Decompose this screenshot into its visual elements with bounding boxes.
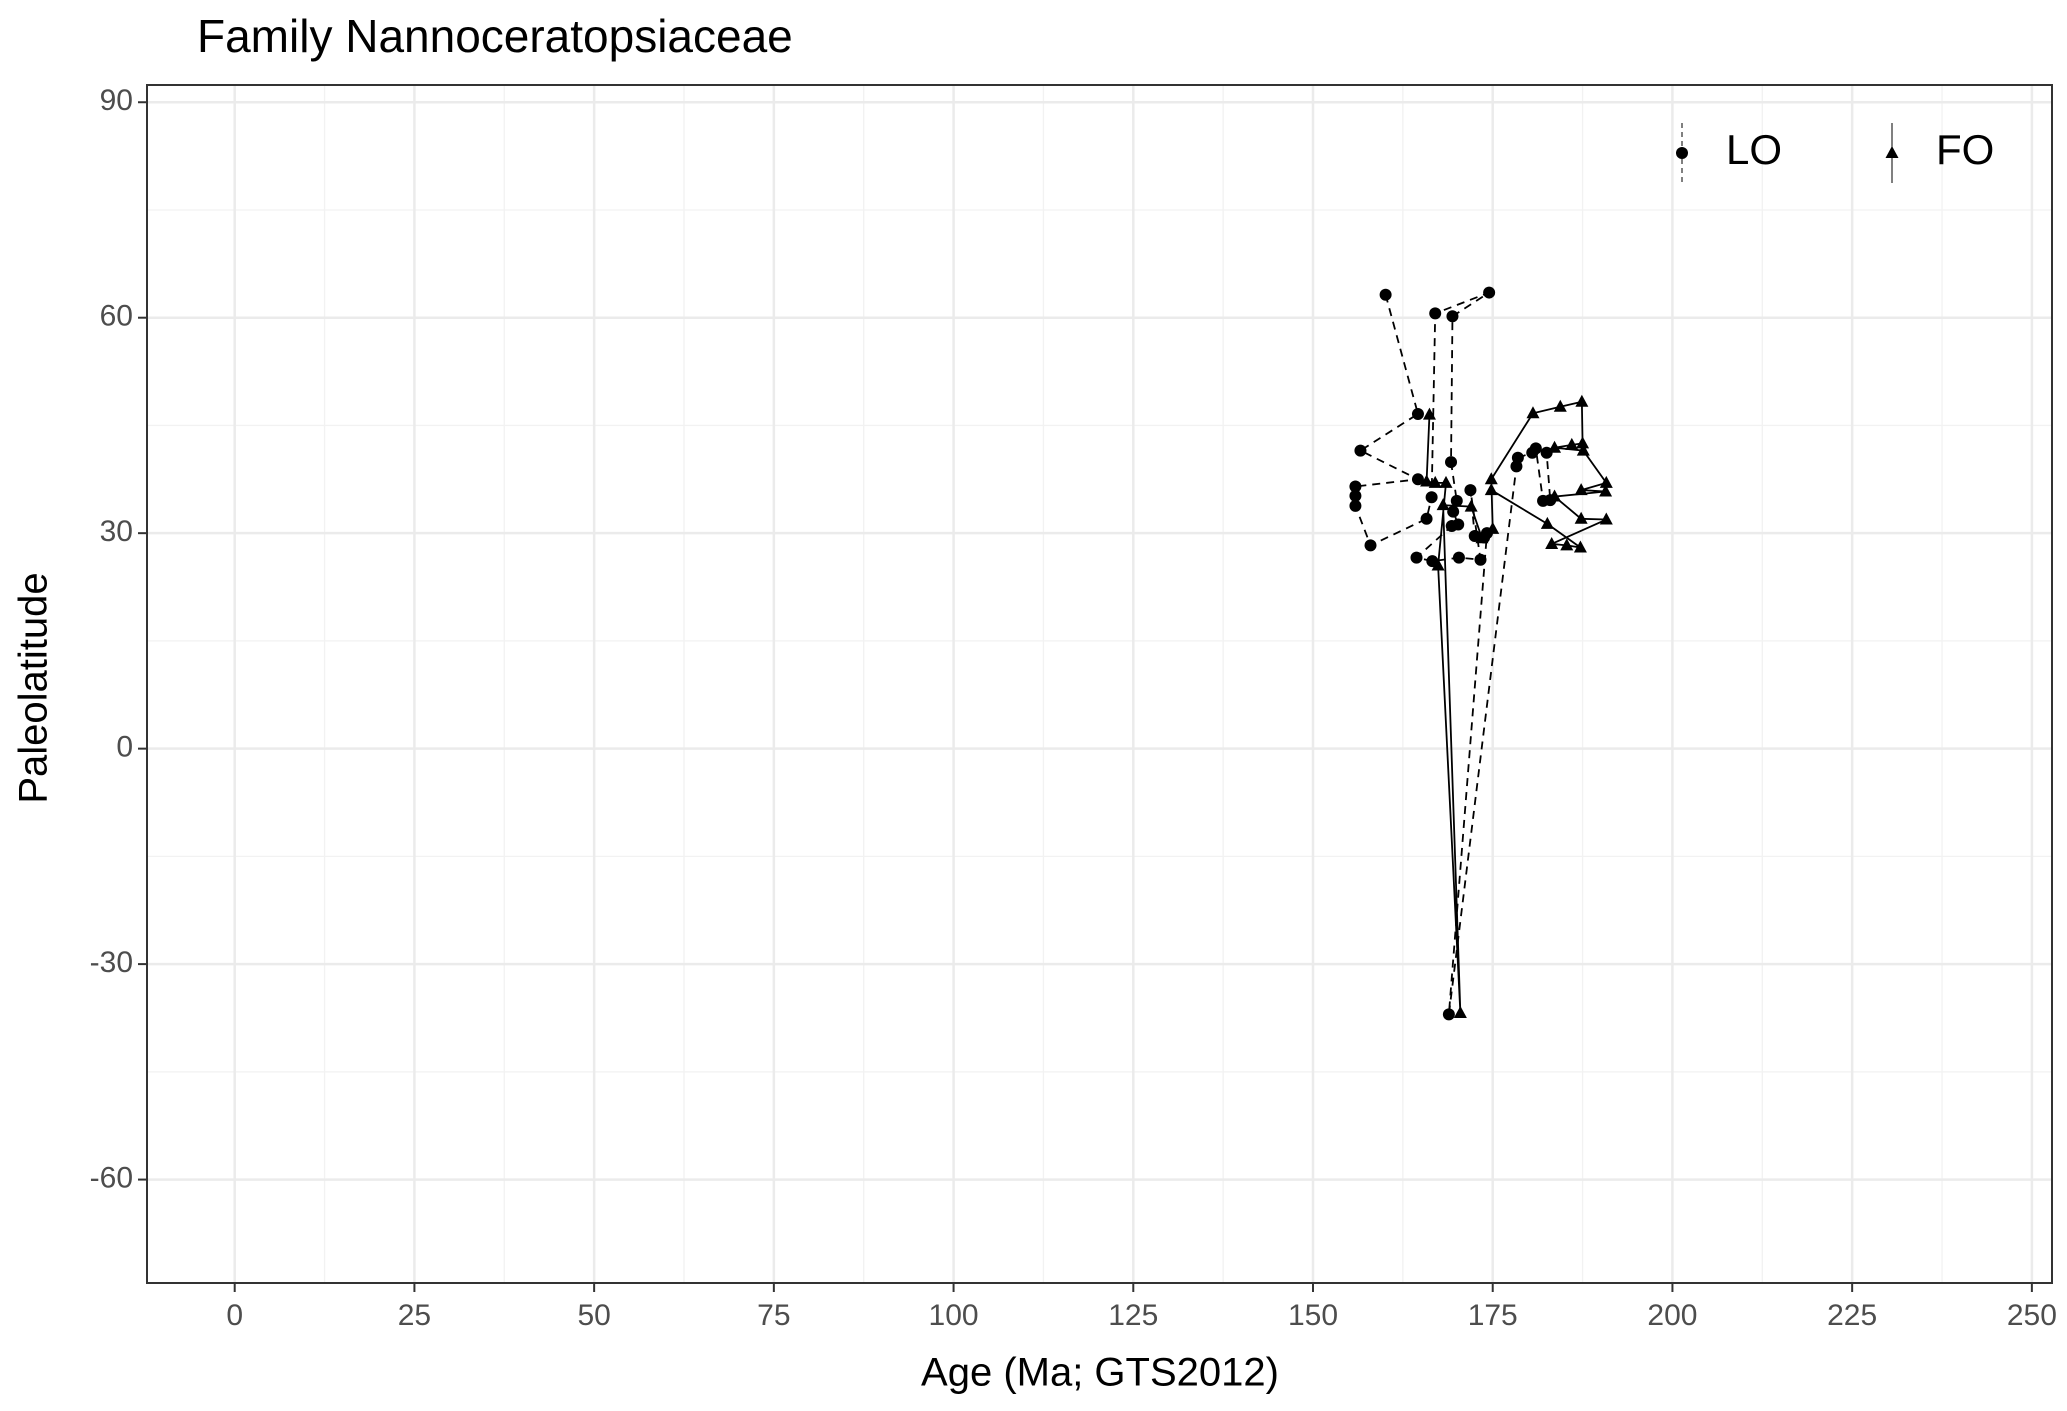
data-point xyxy=(1420,512,1433,525)
data-point xyxy=(1540,516,1554,529)
data-point xyxy=(1431,558,1445,571)
data-point xyxy=(1574,511,1588,524)
data-point xyxy=(1560,538,1574,551)
chart-title: Family Nannoceratopsiaceae xyxy=(197,10,793,62)
x-tick-label: 225 xyxy=(1827,1299,1877,1332)
data-point xyxy=(1428,475,1442,488)
data-point xyxy=(1486,521,1500,534)
x-tick-label: 175 xyxy=(1468,1299,1518,1332)
x-tick-label: 25 xyxy=(398,1299,431,1332)
x-tick-label: 150 xyxy=(1288,1299,1338,1332)
data-point xyxy=(1452,551,1465,564)
data-point xyxy=(1445,519,1458,532)
legend-label: FO xyxy=(1936,126,1994,173)
data-point xyxy=(1484,483,1498,496)
data-point xyxy=(1429,307,1442,320)
data-point xyxy=(1553,399,1567,412)
x-tick-label: 75 xyxy=(757,1299,790,1332)
data-point xyxy=(1599,475,1613,488)
x-tick-label: 50 xyxy=(577,1299,610,1332)
x-tick-label: 0 xyxy=(226,1299,243,1332)
data-point xyxy=(1439,475,1453,488)
y-tick-label: 30 xyxy=(100,515,133,548)
data-point xyxy=(1410,551,1423,564)
data-point xyxy=(1599,512,1613,525)
data-point xyxy=(1511,451,1524,464)
y-tick-label: 0 xyxy=(116,731,133,764)
y-tick-label: 60 xyxy=(100,300,133,333)
data-point xyxy=(1545,536,1559,549)
plot-border xyxy=(146,84,2053,1284)
data-point xyxy=(1436,498,1450,511)
y-tick-label: -30 xyxy=(90,946,133,979)
data-point xyxy=(1446,310,1459,323)
data-point xyxy=(1450,494,1463,507)
legend-marker xyxy=(1885,146,1899,158)
data-point xyxy=(1565,437,1579,450)
data-point xyxy=(1464,499,1478,512)
y-tick-label: -60 xyxy=(90,1161,133,1194)
data-point xyxy=(1575,394,1589,407)
x-tick-label: 125 xyxy=(1108,1299,1158,1332)
x-axis-title: Age (Ma; GTS2012) xyxy=(921,1351,1279,1395)
data-point xyxy=(1425,491,1438,504)
data-point xyxy=(1599,484,1613,497)
data-point xyxy=(1573,540,1587,553)
data-point xyxy=(1379,288,1392,301)
y-axis-title: Paleolatitude xyxy=(12,572,56,803)
data-point xyxy=(1411,473,1424,486)
data-point xyxy=(1474,553,1487,566)
data-point xyxy=(1349,480,1362,493)
data-point xyxy=(1420,474,1434,487)
data-point xyxy=(1574,483,1588,496)
data-point xyxy=(1442,1008,1455,1021)
legend-label: LO xyxy=(1726,126,1782,173)
data-point xyxy=(1453,1005,1467,1018)
data-point xyxy=(1576,436,1590,449)
data-point xyxy=(1422,407,1436,420)
data-point xyxy=(1484,472,1498,485)
data-point xyxy=(1447,505,1460,518)
data-point xyxy=(1349,489,1362,502)
x-tick-label: 250 xyxy=(2007,1299,2057,1332)
y-tick-label: 90 xyxy=(100,84,133,117)
data-point xyxy=(1529,442,1542,455)
data-point xyxy=(1526,406,1540,419)
data-point xyxy=(1548,440,1562,453)
legend-marker xyxy=(1676,147,1688,159)
data-point xyxy=(1483,286,1496,299)
data-point xyxy=(1354,444,1367,457)
data-point xyxy=(1576,443,1590,456)
data-point xyxy=(1364,539,1377,552)
data-point xyxy=(1464,484,1477,497)
data-point xyxy=(1475,531,1489,544)
x-tick-label: 100 xyxy=(929,1299,979,1332)
data-point xyxy=(1445,456,1458,469)
data-point xyxy=(1349,499,1362,512)
data-point xyxy=(1548,489,1562,502)
data-point xyxy=(1540,446,1553,459)
data-point xyxy=(1411,407,1424,420)
x-tick-label: 200 xyxy=(1647,1299,1697,1332)
